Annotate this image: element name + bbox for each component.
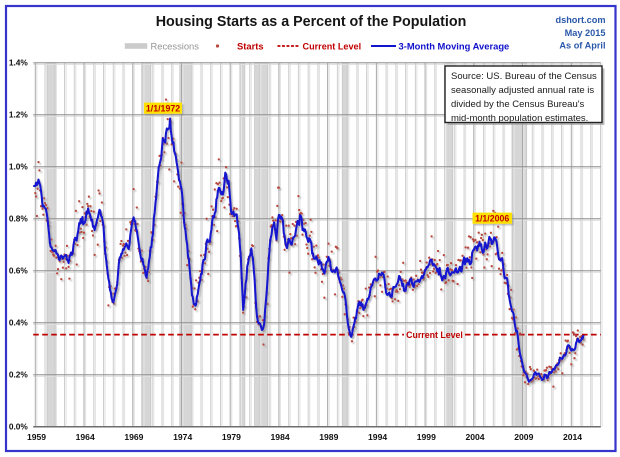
svg-text:1994: 1994: [368, 432, 387, 442]
svg-text:Starts: Starts: [237, 40, 264, 51]
svg-text:As of April: As of April: [559, 40, 605, 50]
svg-text:1974: 1974: [173, 432, 192, 442]
svg-text:0.4%: 0.4%: [9, 318, 29, 328]
svg-text:Source: US. Bureau of the Cens: Source: US. Bureau of the Census: [451, 71, 597, 82]
svg-text:1999: 1999: [417, 432, 436, 442]
svg-text:May 2015: May 2015: [565, 28, 606, 38]
svg-text:1984: 1984: [271, 432, 290, 442]
svg-text:1959: 1959: [27, 432, 46, 442]
svg-text:3-Month Moving Average: 3-Month Moving Average: [399, 40, 510, 51]
svg-text:1/1/1972: 1/1/1972: [146, 103, 180, 113]
svg-text:0.8%: 0.8%: [9, 214, 29, 224]
svg-text:Current Level: Current Level: [303, 41, 362, 51]
svg-text:1.0%: 1.0%: [9, 162, 29, 172]
svg-text:seasonally adjusted annual rat: seasonally adjusted annual rate is: [451, 85, 594, 96]
svg-text:0.2%: 0.2%: [9, 370, 29, 380]
svg-text:0.6%: 0.6%: [9, 266, 29, 276]
svg-text:divided by the Census Bureau's: divided by the Census Bureau's: [451, 99, 585, 110]
svg-text:Recessions: Recessions: [151, 40, 200, 51]
svg-text:1979: 1979: [222, 432, 241, 442]
svg-text:0.0%: 0.0%: [9, 422, 29, 432]
svg-text:mid-month population estimate: mid-month population estimates.: [451, 113, 588, 124]
svg-text:2004: 2004: [465, 432, 484, 442]
svg-text:Current Level: Current Level: [406, 330, 463, 340]
svg-text:1/1/2006: 1/1/2006: [475, 213, 509, 223]
svg-text:2014: 2014: [563, 432, 582, 442]
svg-text:1.2%: 1.2%: [9, 110, 29, 120]
svg-text:2009: 2009: [514, 432, 533, 442]
svg-text:1964: 1964: [76, 432, 95, 442]
svg-text:Housing Starts as a Percent of: Housing Starts as a Percent of the Popul…: [156, 14, 467, 30]
svg-text:1969: 1969: [124, 432, 143, 442]
svg-text:1989: 1989: [319, 432, 338, 442]
svg-text:1.4%: 1.4%: [9, 58, 29, 68]
svg-text:dshort.com: dshort.com: [555, 15, 605, 25]
